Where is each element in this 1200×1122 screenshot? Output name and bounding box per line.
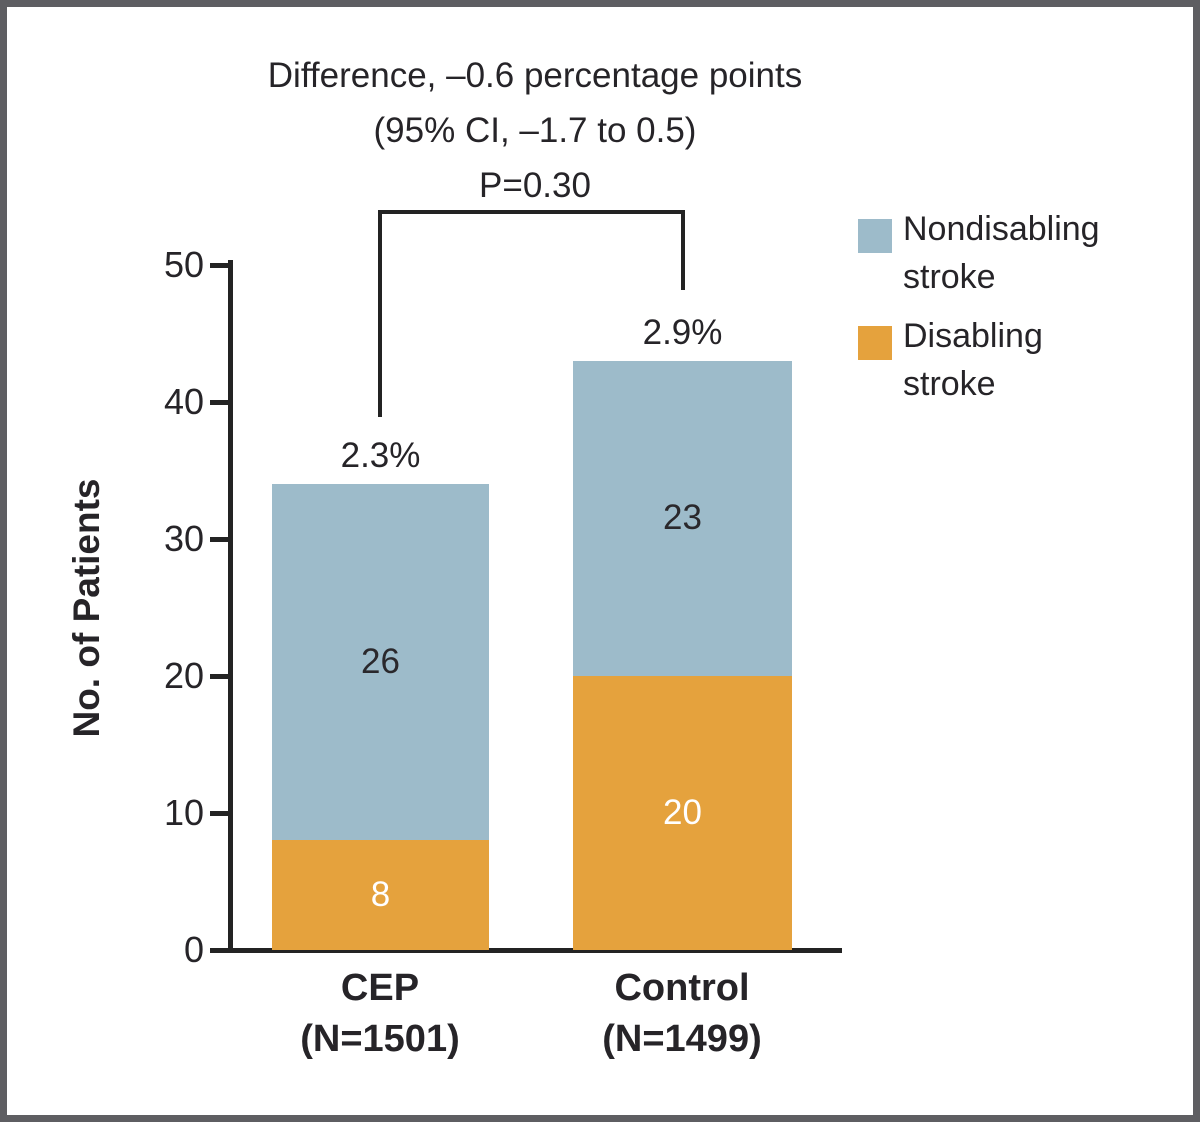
bar-cep: 26 8 [272, 484, 489, 950]
legend-label-disabling-line2: stroke [903, 365, 996, 403]
comparison-bracket-right-leg [681, 210, 685, 290]
y-tick-label-0: 0 [183, 929, 204, 970]
y-axis-line [228, 260, 233, 953]
legend-label-disabling-line1: Disabling [903, 317, 1043, 355]
x-label-cep-n: (N=1501) [300, 1018, 460, 1060]
y-tick-mark-40 [210, 399, 229, 405]
x-label-control-title: Control [614, 967, 750, 1009]
comparison-bracket-top [378, 210, 685, 214]
comparison-bracket-left-leg [378, 210, 382, 417]
y-tick-label-20: 20 [163, 655, 204, 696]
bar-control: 23 20 [573, 360, 792, 950]
annotation-block: Difference, –0.6 percentage points (95% … [235, 48, 835, 213]
annotation-p-value: P=0.30 [479, 166, 591, 205]
legend-swatch-nondisabling [858, 219, 892, 253]
y-tick-mark-10 [210, 810, 229, 816]
y-axis-title: No. of Patients [66, 478, 107, 738]
percent-label-cep: 2.3% [340, 436, 421, 476]
bar-segment-nondisabling-control: 23 [573, 360, 792, 676]
y-tick-mark-50 [210, 262, 229, 268]
x-label-control-n: (N=1499) [602, 1018, 762, 1060]
y-tick-label-50: 50 [163, 244, 204, 285]
legend-label-nondisabling: Nondisabling stroke [903, 205, 1163, 301]
x-label-control: Control (N=1499) [522, 963, 842, 1065]
legend-label-nondisabling-line2: stroke [903, 258, 996, 296]
x-label-cep-title: CEP [340, 967, 420, 1009]
bar-segment-disabling-control: 20 [573, 675, 792, 950]
annotation-ci: (95% CI, –1.7 to 0.5) [373, 111, 697, 150]
legend-label-disabling: Disabling stroke [903, 312, 1163, 408]
x-axis-line [228, 948, 842, 953]
y-tick-mark-0 [210, 947, 229, 953]
y-tick-label-40: 40 [163, 381, 204, 422]
x-label-cep: CEP (N=1501) [220, 963, 540, 1065]
bar-segment-nondisabling-cep: 26 [272, 484, 489, 841]
y-tick-label-10: 10 [163, 792, 204, 833]
percent-label-control: 2.9% [642, 312, 723, 352]
y-tick-label-30: 30 [163, 518, 204, 559]
bar-segment-disabling-cep: 8 [272, 840, 489, 950]
legend-swatch-disabling [858, 326, 892, 360]
annotation-difference: Difference, –0.6 percentage points [267, 56, 803, 95]
legend-label-nondisabling-line1: Nondisabling [903, 210, 1100, 248]
y-tick-mark-20 [210, 673, 229, 679]
y-tick-mark-30 [210, 536, 229, 542]
